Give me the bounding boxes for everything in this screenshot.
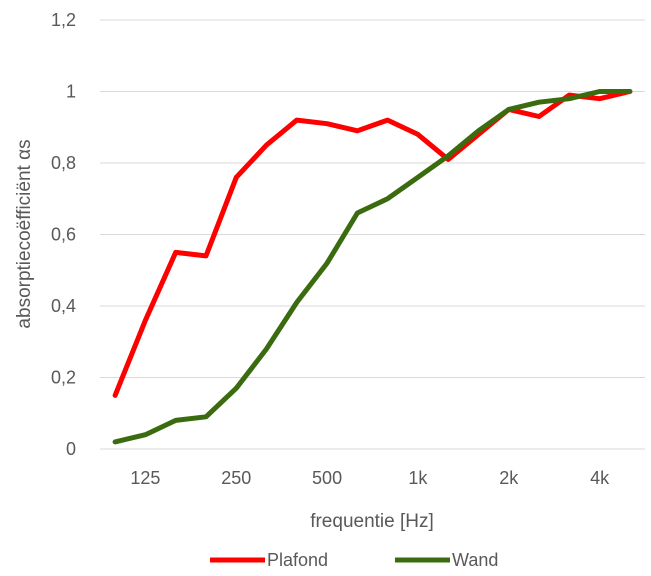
x-tick-label: 2k <box>499 468 519 488</box>
y-tick-label: 0 <box>66 439 76 459</box>
x-axis-ticks: 125 250 500 1k 2k 4k <box>130 468 610 488</box>
x-tick-label: 125 <box>130 468 160 488</box>
x-tick-label: 4k <box>590 468 610 488</box>
y-tick-label: 1,2 <box>51 10 76 30</box>
y-axis-title: absorptiecoëfficiënt αs <box>14 139 35 328</box>
x-axis-title: frequentie [Hz] <box>310 511 434 532</box>
y-tick-label: 0,8 <box>51 153 76 173</box>
x-tick-label: 250 <box>221 468 251 488</box>
series-line-plafond <box>115 92 630 396</box>
series-line-wand <box>115 92 630 442</box>
x-tick-label: 500 <box>312 468 342 488</box>
legend-label-wand: Wand <box>452 550 498 570</box>
legend: Plafond Wand <box>210 550 498 570</box>
y-tick-label: 0,2 <box>51 368 76 388</box>
y-axis-ticks: 0 0,2 0,4 0,6 0,8 1 1,2 <box>51 10 76 459</box>
legend-label-plafond: Plafond <box>267 550 328 570</box>
gridlines <box>100 20 645 449</box>
y-tick-label: 0,4 <box>51 296 76 316</box>
y-tick-label: 1 <box>66 82 76 102</box>
x-tick-label: 1k <box>408 468 428 488</box>
y-tick-label: 0,6 <box>51 225 76 245</box>
series-lines <box>115 91 630 442</box>
